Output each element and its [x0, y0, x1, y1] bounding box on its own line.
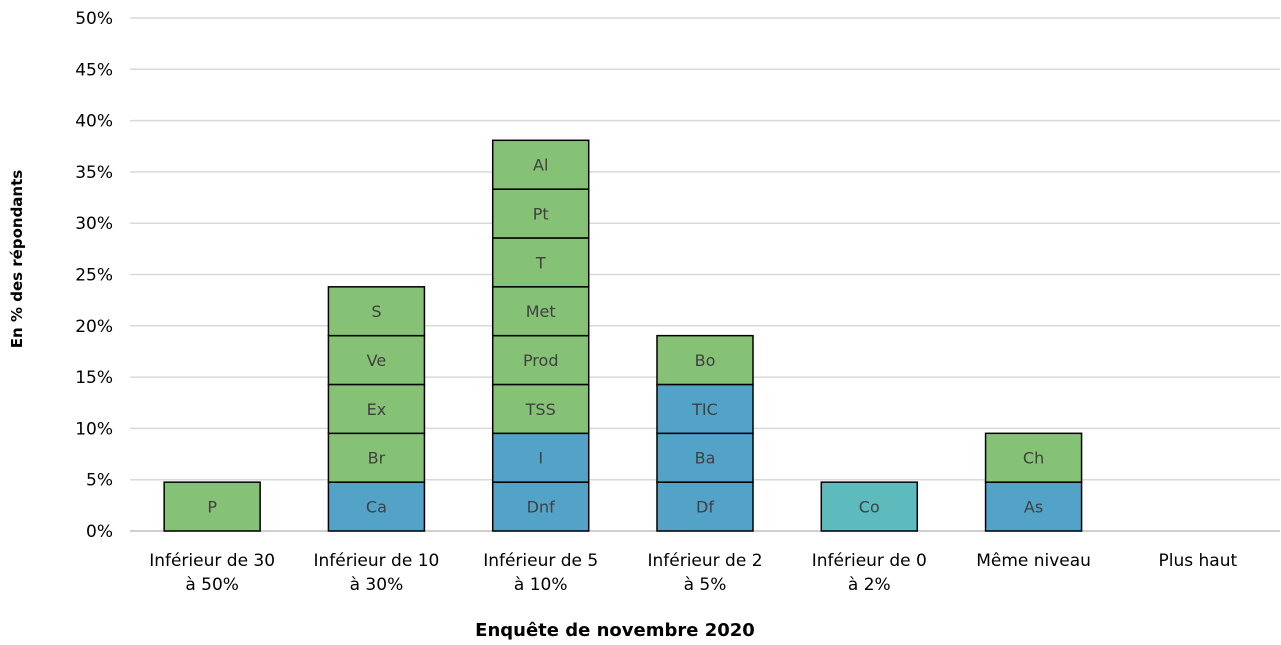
- x-category-label: à 5%: [684, 575, 727, 595]
- bar-segment: [656, 432, 754, 483]
- bar-segment: [820, 481, 919, 532]
- x-category-label: Inférieur de 10: [313, 551, 439, 571]
- bar-segment: [491, 286, 590, 337]
- bar-segment: [327, 481, 426, 532]
- y-tick-label: 25%: [75, 266, 113, 286]
- y-tick-label: 10%: [75, 419, 113, 439]
- x-category-label: à 30%: [350, 575, 404, 595]
- segment-label: Prod: [523, 351, 559, 370]
- segment-label: TIC: [691, 400, 718, 419]
- y-tick-label: 35%: [75, 163, 113, 183]
- bar-segment: [327, 334, 426, 386]
- segment-label: As: [1024, 498, 1043, 517]
- gridlines: [130, 17, 1280, 532]
- bar-segment: [491, 237, 590, 288]
- segment-label: Ch: [1023, 449, 1044, 468]
- y-tick-label: 30%: [75, 214, 113, 234]
- segment-label: Df: [696, 498, 714, 517]
- bar-segment: [491, 334, 590, 386]
- x-category-label: Inférieur de 5: [483, 551, 598, 571]
- x-category-label: Même niveau: [976, 551, 1091, 571]
- x-category-labels: Inférieur de 30 à 50% Inférieur de 10 à 30%…: [149, 551, 1237, 595]
- x-category-label: à 50%: [185, 575, 239, 595]
- x-category-label: Inférieur de 30: [149, 551, 275, 571]
- y-tick-label: 0%: [86, 522, 113, 542]
- y-tick-label: 45%: [75, 60, 113, 80]
- segment-label: Br: [368, 449, 386, 468]
- bar-segment: [491, 139, 590, 190]
- x-category-label: Plus haut: [1159, 551, 1238, 571]
- segment-label: Met: [526, 302, 556, 321]
- x-category-label: à 2%: [848, 575, 891, 595]
- x-category-label: à 10%: [514, 575, 568, 595]
- segment-label: Co: [859, 498, 880, 517]
- segment-label: P: [207, 498, 217, 517]
- bar-segment: [656, 481, 754, 532]
- x-axis-title: Enquête de novembre 2020: [475, 620, 755, 641]
- segment-label: Bo: [695, 351, 716, 370]
- bar-segment: [163, 481, 261, 532]
- bar-segment: [327, 286, 426, 337]
- y-tick-label: 15%: [75, 368, 113, 388]
- y-tick-label: 40%: [75, 112, 113, 132]
- segment-label: T: [535, 253, 546, 272]
- bars: P Ca Br Ex Ve S Dnf I TSS Prod Met T Pt Al Df Ba TIC Bo Co…: [163, 139, 1083, 532]
- bar-segment: [491, 188, 590, 239]
- x-category-label: Inférieur de 0: [812, 551, 927, 571]
- bar-segment: [984, 432, 1083, 483]
- segment-label: Pt: [533, 205, 549, 224]
- bar-segment: [327, 383, 426, 435]
- y-tick-labels: 0% 5% 10% 15% 20% 25% 30% 35% 40% 45% 50%: [75, 9, 113, 542]
- y-tick-label: 20%: [75, 317, 113, 337]
- segment-label: S: [371, 302, 381, 321]
- segment-label: I: [538, 449, 543, 468]
- segment-label: Ex: [367, 400, 387, 419]
- y-tick-label: 50%: [75, 9, 113, 29]
- y-axis-title: En % des répondants: [8, 170, 26, 348]
- segment-label: Dnf: [527, 498, 555, 517]
- segment-label: Al: [533, 156, 548, 175]
- bar-segment: [327, 432, 426, 483]
- segment-label: TSS: [525, 400, 556, 419]
- y-tick-label: 5%: [86, 471, 113, 491]
- bar-segment: [984, 481, 1083, 532]
- segment-label: Ve: [367, 351, 387, 370]
- segment-label: Ca: [366, 498, 387, 517]
- bar-segment: [656, 334, 754, 386]
- x-category-label: Inférieur de 2: [647, 551, 762, 571]
- segment-label: Ba: [695, 449, 716, 468]
